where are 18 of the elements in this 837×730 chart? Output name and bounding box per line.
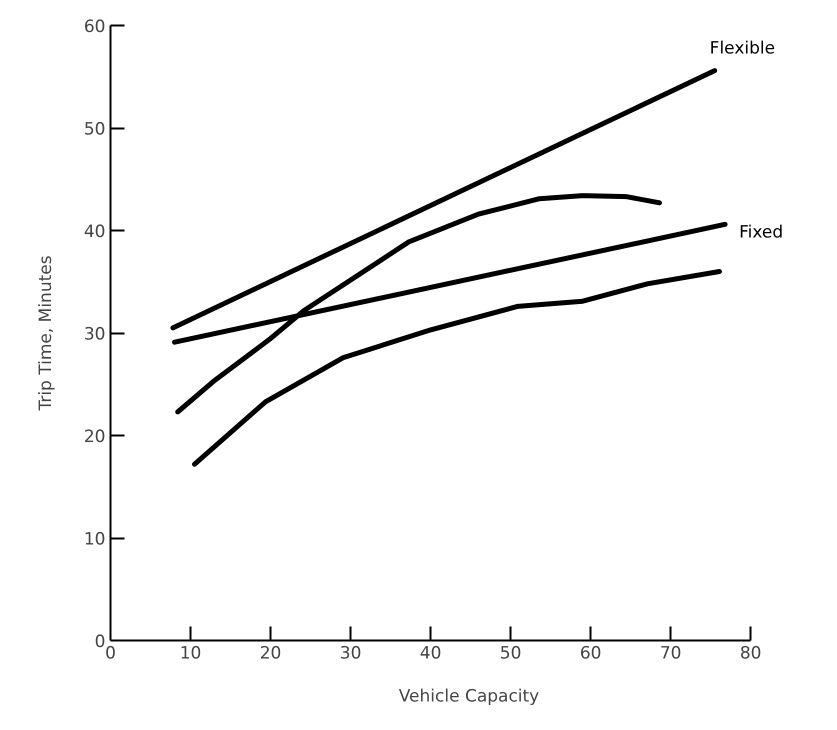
series-label: Flexible	[710, 38, 776, 59]
series-label: Fixed	[739, 222, 784, 242]
x-tick-label: 70	[660, 644, 682, 664]
x-tick-label: 80	[740, 644, 762, 664]
x-tick-label: 50	[500, 644, 522, 664]
x-tick-label: 60	[580, 644, 602, 664]
y-tick-label: 60	[84, 17, 106, 37]
x-tick-label: 40	[420, 644, 442, 664]
y-tick-label: 30	[84, 324, 106, 344]
y-axis-title: Trip Time, Minutes	[36, 255, 56, 412]
y-tick-label: 50	[84, 120, 106, 140]
y-tick-label: 20	[84, 427, 106, 447]
y-tick-label: 10	[84, 530, 106, 550]
x-tick-label: 10	[180, 644, 202, 664]
x-axis-title: Vehicle Capacity	[398, 686, 540, 706]
x-tick-label: 30	[340, 644, 362, 664]
x-tick-label: 20	[260, 644, 282, 664]
y-tick-label: 40	[84, 222, 106, 242]
